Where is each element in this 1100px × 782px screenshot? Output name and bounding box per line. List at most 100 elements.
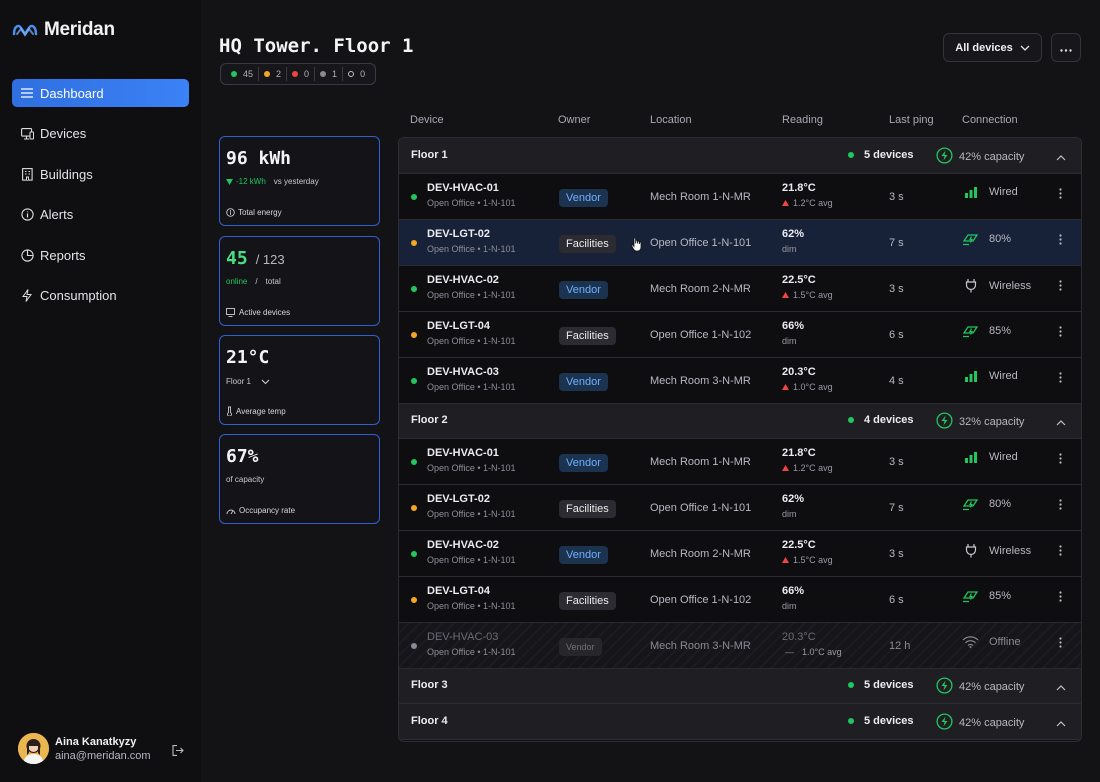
chevron-up-icon[interactable] <box>1056 680 1066 694</box>
meridan-logo-icon <box>12 24 38 37</box>
active-devices-card[interactable]: 45 / 123 online / total Active devices <box>219 236 380 326</box>
table-row[interactable]: DEV-LGT-02 Open Office • 1-N-101 Facilitie… <box>399 485 1081 531</box>
column-header-owner[interactable]: Owner <box>558 114 591 126</box>
row-more-icon[interactable] <box>1059 499 1062 513</box>
status-chip-warning[interactable]: 2 <box>259 67 288 81</box>
trend-up-icon <box>782 384 789 390</box>
device-name: DEV-LGT-02 <box>427 493 490 505</box>
chevron-up-icon[interactable] <box>1056 716 1066 730</box>
chevron-up-icon[interactable] <box>1056 415 1066 429</box>
device-location: Mech Room 3-N-MR <box>650 640 751 652</box>
status-chip-unknown[interactable]: 0 <box>343 67 370 81</box>
device-sublocation: Open Office • 1-N-101 <box>427 198 516 208</box>
status-chip-offline[interactable]: 1 <box>315 67 344 81</box>
row-more-icon[interactable] <box>1059 372 1062 386</box>
column-header-location[interactable]: Location <box>650 114 692 126</box>
row-more-icon[interactable] <box>1059 453 1062 467</box>
status-dot <box>848 417 854 423</box>
floor-group-header[interactable]: Floor 4 5 devices 42% capacity <box>399 704 1081 740</box>
reading-sub: 1.2°C avg <box>782 463 833 473</box>
reading-value: 62% <box>782 493 805 505</box>
table-row[interactable]: DEV-HVAC-03 Open Office • 1-N-101 Vendor Me… <box>399 623 1081 669</box>
trend-up-icon <box>782 200 789 206</box>
connection-label: Wired <box>989 370 1018 382</box>
connection: Wired <box>962 370 1018 382</box>
status-dot <box>411 286 417 292</box>
table-row[interactable]: DEV-HVAC-02 Open Office • 1-N-101 Vendor Me… <box>399 266 1081 312</box>
capacity-bolt-icon <box>936 677 953 697</box>
connection-label: Wired <box>989 186 1018 198</box>
monitor-icon <box>19 126 35 142</box>
reading-value: 22.5°C <box>782 274 816 286</box>
dollar-circle-icon <box>226 208 235 217</box>
row-more-icon[interactable] <box>1059 280 1062 294</box>
status-summary: 45 2 0 1 0 <box>220 63 377 85</box>
table-row[interactable]: DEV-HVAC-01 Open Office • 1-N-101 Vendor Me… <box>399 174 1081 220</box>
status-dot <box>848 718 854 724</box>
building-icon <box>19 166 35 182</box>
table-row[interactable]: DEV-LGT-04 Open Office • 1-N-101 Facilitie… <box>399 312 1081 358</box>
triangle-down-icon <box>226 178 233 185</box>
reading-sub-label: dim <box>782 601 797 611</box>
total-energy-card[interactable]: 96 kWh -12 kWh vs yesterday Total energy <box>219 136 380 226</box>
column-header-reading[interactable]: Reading <box>782 114 823 126</box>
energy-label: Total energy <box>238 208 282 217</box>
status-dot <box>292 71 299 77</box>
device-sublocation: Open Office • 1-N-101 <box>427 463 516 473</box>
floor-group-header[interactable]: Floor 2 4 devices 32% capacity <box>399 403 1081 439</box>
sidebar-item-dashboard[interactable]: Dashboard <box>12 79 189 107</box>
floor-group-header[interactable]: Floor 1 5 devices 42% capacity <box>399 138 1081 174</box>
column-header-connection[interactable]: Connection <box>962 114 1018 126</box>
table-row[interactable]: DEV-LGT-02 Open Office • 1-N-101 Facilitie… <box>399 220 1081 266</box>
avatar[interactable] <box>18 733 49 764</box>
more-options-button[interactable] <box>1051 33 1081 62</box>
temp-floor-select[interactable]: Floor 1 <box>226 377 270 386</box>
row-more-icon[interactable] <box>1059 234 1062 248</box>
occupancy-sub: of capacity <box>226 475 265 484</box>
status-dot <box>411 240 417 246</box>
brand[interactable]: Meridan <box>12 19 115 41</box>
reading-value: 21.8°C <box>782 447 816 459</box>
floor-group-header[interactable]: Floor 3 5 devices 42% capacity <box>399 668 1081 704</box>
chevron-up-icon[interactable] <box>1056 150 1066 164</box>
sidebar-item-consumption[interactable]: Consumption <box>12 282 189 310</box>
table-row[interactable]: DEV-HVAC-03 Open Office • 1-N-101 Vendor Me… <box>399 358 1081 404</box>
status-chip-online[interactable]: 45 <box>226 67 260 81</box>
reading-sub: dim <box>782 601 797 611</box>
energy-value: 96 kWh <box>226 148 292 169</box>
device-sublocation: Open Office • 1-N-101 <box>427 601 516 611</box>
gauge-icon <box>226 509 236 514</box>
device-location: Open Office 1-N-101 <box>650 502 752 514</box>
average-temp-card[interactable]: 21°C Floor 1 Average temp <box>219 335 380 425</box>
floor-capacity: 42% capacity <box>936 147 1024 167</box>
table-row[interactable]: DEV-HVAC-01 Open Office • 1-N-101 Vendor Me… <box>399 439 1081 485</box>
table-row[interactable]: DEV-LGT-04 Open Office • 1-N-101 Facilitie… <box>399 577 1081 623</box>
column-header-last-ping[interactable]: Last ping <box>889 114 934 126</box>
sidebar-item-reports[interactable]: Reports <box>12 241 189 269</box>
status-chip-error[interactable]: 0 <box>287 67 316 81</box>
connection: 80% <box>962 232 1011 246</box>
row-more-icon[interactable] <box>1059 591 1062 605</box>
column-header-device[interactable]: Device <box>410 114 444 126</box>
row-more-icon[interactable] <box>1059 188 1062 202</box>
device-filter-dropdown[interactable]: All devices <box>943 33 1042 62</box>
status-count: 0 <box>360 69 366 79</box>
occupancy-card[interactable]: 67% of capacity Occupancy rate <box>219 434 380 524</box>
status-count: 2 <box>276 69 282 79</box>
row-more-icon[interactable] <box>1059 326 1062 340</box>
sidebar-item-buildings[interactable]: Buildings <box>12 160 189 188</box>
connection: Wireless <box>962 543 1031 558</box>
status-dot <box>848 682 854 688</box>
row-more-icon[interactable] <box>1059 545 1062 559</box>
sidebar-item-devices[interactable]: Devices <box>12 120 189 148</box>
table-row[interactable]: DEV-HVAC-02 Open Office • 1-N-101 Vendor Me… <box>399 531 1081 577</box>
row-more-icon[interactable] <box>1059 637 1062 651</box>
logout-icon[interactable] <box>172 745 184 759</box>
device-sublocation: Open Office • 1-N-101 <box>427 647 516 657</box>
device-table: Floor 1 5 devices 42% capacity Floor 2 4 dev… <box>398 137 1082 742</box>
devices-online-value: 45 <box>226 248 248 269</box>
sidebar-item-alerts[interactable]: Alerts <box>12 201 189 229</box>
reading-value: 66% <box>782 320 805 332</box>
info-icon <box>19 207 35 223</box>
floor-device-count-label: 4 devices <box>864 414 914 426</box>
